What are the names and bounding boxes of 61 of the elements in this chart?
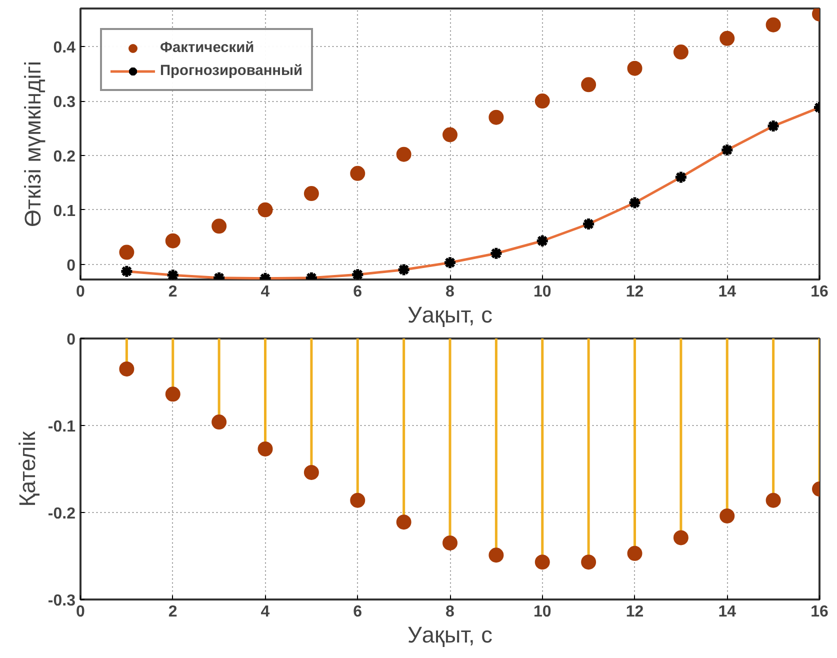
point xyxy=(304,464,319,480)
point xyxy=(396,146,412,162)
point xyxy=(304,186,319,202)
x-tick-label: 10 xyxy=(533,284,552,300)
y-tick-label: -0.2 xyxy=(48,506,76,522)
y-tick-label: 0.2 xyxy=(53,148,76,166)
point xyxy=(165,386,180,402)
x-tick-label: 12 xyxy=(626,604,644,620)
y-tick-label: 0.4 xyxy=(53,40,76,57)
legend-label: Прогнозированный xyxy=(160,63,303,79)
x-axis-title: Уақыт, с xyxy=(408,302,492,328)
x-tick-label: 14 xyxy=(718,604,736,620)
point xyxy=(581,554,596,570)
x-tick-label: 2 xyxy=(168,284,178,300)
x-tick-label: 10 xyxy=(533,604,552,620)
point xyxy=(258,202,273,218)
point xyxy=(534,94,550,108)
x-tick-label: 8 xyxy=(446,284,455,300)
y-tick-label: 0.3 xyxy=(53,94,76,112)
point xyxy=(627,60,642,76)
y-tick-label: -0.1 xyxy=(48,418,76,436)
x-tick-label: 4 xyxy=(260,284,270,300)
point xyxy=(720,508,735,524)
point xyxy=(119,244,134,260)
point xyxy=(488,110,504,125)
x-tick-label: 12 xyxy=(626,284,644,300)
y-tick-label: -0.3 xyxy=(48,592,76,610)
point xyxy=(212,414,227,430)
point xyxy=(488,548,504,563)
x-axis-title: Уақыт, с xyxy=(408,622,492,648)
x-tick-label: 16 xyxy=(810,604,828,620)
point xyxy=(350,166,366,181)
point xyxy=(766,17,781,32)
x-tick-label: 4 xyxy=(260,604,270,620)
point xyxy=(165,233,180,248)
point xyxy=(673,530,688,546)
y-tick-label: 0 xyxy=(66,332,76,348)
point xyxy=(766,492,781,508)
point xyxy=(581,77,596,92)
point xyxy=(673,44,688,60)
point xyxy=(396,514,412,530)
point xyxy=(212,218,227,234)
y-axis-title: Қателік xyxy=(14,430,40,507)
x-tick-label: 16 xyxy=(810,284,828,300)
x-tick-label: 8 xyxy=(446,604,455,620)
point xyxy=(258,442,273,456)
x-tick-label: 6 xyxy=(353,604,362,620)
point xyxy=(442,127,458,142)
x-tick-label: 2 xyxy=(168,604,178,620)
x-tick-label: 6 xyxy=(353,284,362,300)
point xyxy=(442,535,458,550)
y-axis-title: Өткізі мүмкіндігі xyxy=(19,60,46,228)
point xyxy=(350,492,366,508)
point xyxy=(534,554,550,570)
point xyxy=(627,546,642,561)
point xyxy=(720,30,735,46)
legend-label: Фактический xyxy=(160,40,254,56)
point xyxy=(119,361,134,376)
x-tick-label: 14 xyxy=(718,284,736,300)
y-tick-label: 0.1 xyxy=(53,202,76,220)
y-tick-label: 0 xyxy=(66,257,76,274)
